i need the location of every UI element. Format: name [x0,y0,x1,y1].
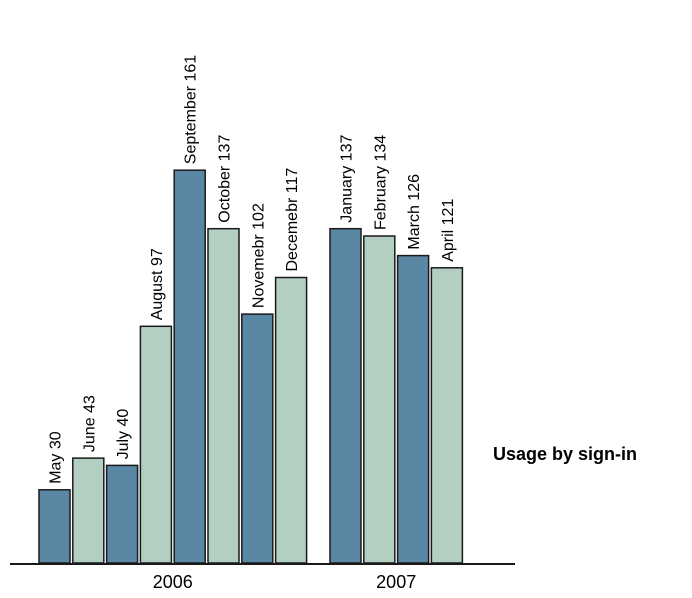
bar-april [430,267,464,564]
bar-novemebr [241,313,274,564]
bar-july [105,464,139,564]
bar-label-april: April 121 [440,199,457,262]
bar-label-decemebr: Decemebr 117 [284,168,301,272]
bar-decemebr [274,276,308,564]
chart-title: Usage by sign-in [493,444,638,464]
bar-label-june: June 43 [81,395,98,452]
bar-january [329,227,362,564]
bar-september [173,169,206,564]
bar-label-may: May 30 [48,431,65,484]
bar-may [38,489,71,564]
bar-october [207,227,240,564]
year-label-2007: 2007 [376,572,416,592]
bar-label-october: October 137 [217,135,234,223]
bar-label-novemebr: Novemebr 102 [250,203,267,308]
bar-label-march: March 126 [406,174,423,250]
bar-labels-layer: May 30 June 43 July 40 August 97 September 1… [48,55,457,484]
bar-label-september: September 161 [183,55,200,165]
bar-march [396,254,430,564]
bar-label-july: July 40 [115,409,132,460]
bar-august [139,325,173,564]
bar-june [72,457,105,564]
bar-label-february: February 134 [372,135,389,230]
bar-label-august: August 97 [149,248,166,320]
year-label-2006: 2006 [153,572,193,592]
bar-label-january: January 137 [339,135,356,223]
bars-layer [38,169,464,564]
bar-february [363,235,396,564]
year-labels-layer: 2006 2007 [153,572,416,592]
